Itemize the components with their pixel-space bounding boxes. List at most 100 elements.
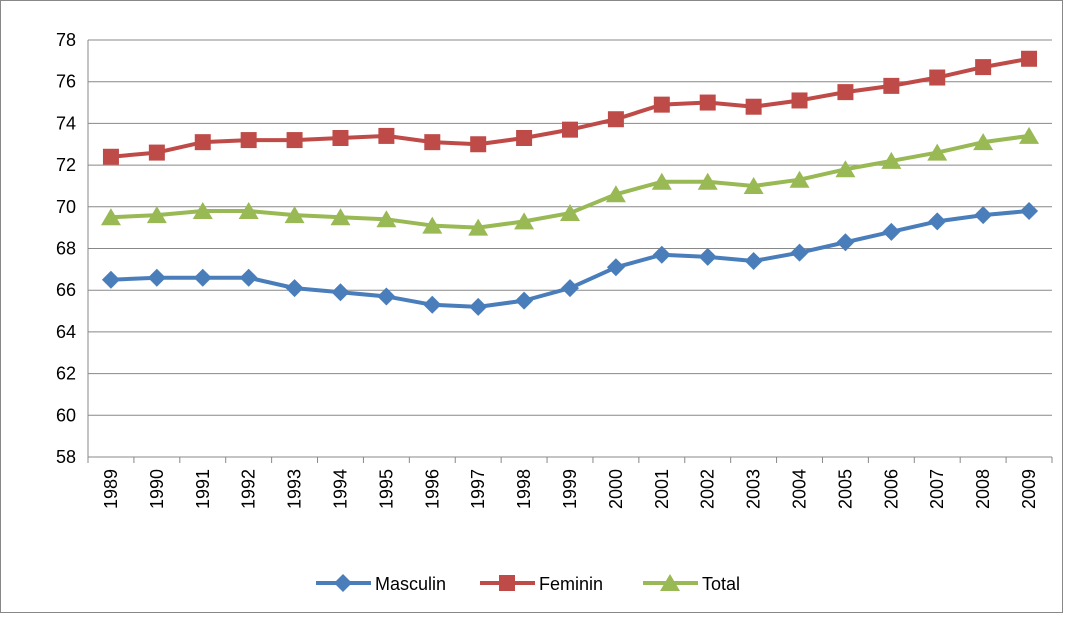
marker <box>606 258 625 277</box>
marker <box>929 69 946 86</box>
x-tick-label: 2005 <box>835 469 855 509</box>
marker <box>605 185 626 203</box>
marker <box>837 84 854 101</box>
legend-marker <box>334 574 352 592</box>
x-tick-label: 2002 <box>698 469 718 509</box>
x-tick-label: 1998 <box>514 469 534 509</box>
marker <box>653 96 670 113</box>
x-tick-label: 1990 <box>147 469 167 509</box>
marker <box>377 287 396 306</box>
marker <box>332 129 349 146</box>
marker <box>791 92 808 109</box>
marker <box>238 201 259 219</box>
y-tick-label: 62 <box>56 364 76 384</box>
legend-label: Masculin <box>375 574 446 594</box>
marker <box>743 176 764 194</box>
marker <box>1020 201 1039 220</box>
y-tick-label: 66 <box>56 280 76 300</box>
marker <box>378 127 395 144</box>
marker <box>835 160 856 178</box>
marker <box>699 94 716 111</box>
marker <box>836 233 855 252</box>
marker <box>148 144 165 161</box>
y-tick-label: 58 <box>56 447 76 467</box>
marker <box>975 59 992 76</box>
marker <box>100 208 121 226</box>
marker <box>560 204 580 222</box>
y-tick-label: 64 <box>56 322 76 342</box>
legend-label: Feminin <box>539 574 603 594</box>
marker <box>424 134 441 151</box>
x-tick-label: 1999 <box>560 469 580 509</box>
x-tick-label: 2001 <box>652 469 672 509</box>
y-tick-label: 70 <box>56 197 76 217</box>
marker <box>651 172 672 190</box>
marker <box>469 297 488 316</box>
y-tick-label: 76 <box>56 72 76 92</box>
marker <box>146 206 167 224</box>
marker <box>652 245 671 264</box>
x-tick-label: 2000 <box>606 469 626 509</box>
y-tick-label: 72 <box>56 155 76 175</box>
marker <box>1019 126 1040 144</box>
legend-label: Total <box>702 574 740 594</box>
x-tick-label: 2009 <box>1019 469 1039 509</box>
x-tick-label: 1996 <box>422 469 442 509</box>
x-tick-label: 2003 <box>744 469 764 509</box>
marker <box>192 201 213 219</box>
y-tick-label: 74 <box>56 113 76 133</box>
marker <box>882 222 901 241</box>
x-tick-label: 1994 <box>330 469 350 509</box>
marker <box>514 212 535 230</box>
marker <box>881 151 902 169</box>
marker <box>516 129 533 146</box>
marker <box>194 134 211 151</box>
x-tick-label: 2008 <box>973 469 993 509</box>
marker <box>376 210 397 228</box>
marker <box>470 136 487 153</box>
marker <box>790 243 809 262</box>
marker <box>927 143 948 161</box>
legend-marker <box>499 575 515 591</box>
marker <box>928 212 947 231</box>
marker <box>515 291 534 310</box>
marker <box>193 268 212 287</box>
marker <box>286 132 303 149</box>
marker <box>468 218 489 236</box>
marker <box>698 247 717 266</box>
marker <box>147 268 166 287</box>
x-tick-label: 2006 <box>881 469 901 509</box>
marker <box>883 77 900 94</box>
chart-frame <box>0 0 1063 613</box>
marker <box>102 148 119 165</box>
marker <box>562 121 578 138</box>
marker <box>1021 50 1038 67</box>
marker <box>561 279 579 298</box>
marker <box>974 206 993 225</box>
x-tick-label: 1997 <box>468 469 488 509</box>
marker <box>744 252 763 271</box>
marker <box>284 206 305 224</box>
x-tick-label: 1991 <box>193 469 213 509</box>
marker <box>331 283 350 302</box>
marker <box>101 270 120 289</box>
marker <box>240 132 257 149</box>
x-tick-label: 2004 <box>790 469 810 509</box>
marker <box>422 216 443 234</box>
x-tick-label: 2007 <box>927 469 947 509</box>
x-tick-label: 1992 <box>239 469 259 509</box>
marker <box>239 268 258 287</box>
x-tick-label: 1993 <box>285 469 305 509</box>
y-tick-label: 78 <box>56 30 76 50</box>
marker <box>330 208 351 226</box>
marker <box>697 172 718 190</box>
marker <box>745 98 762 115</box>
marker <box>973 133 994 151</box>
marker <box>423 295 442 314</box>
y-tick-label: 60 <box>56 405 76 425</box>
x-tick-label: 1989 <box>101 469 121 509</box>
x-tick-label: 1995 <box>376 469 396 509</box>
marker <box>607 111 624 128</box>
y-tick-label: 68 <box>56 239 76 259</box>
